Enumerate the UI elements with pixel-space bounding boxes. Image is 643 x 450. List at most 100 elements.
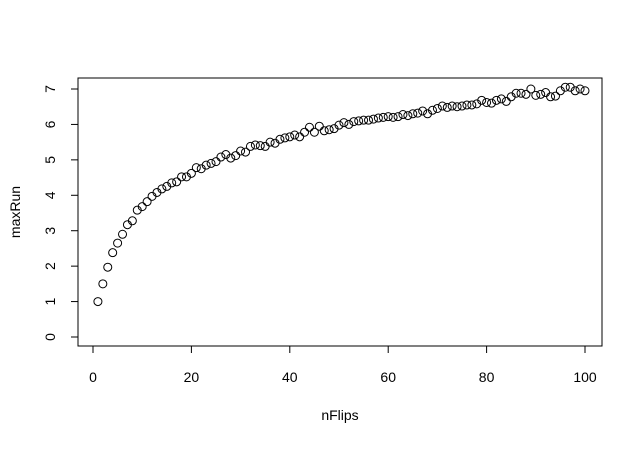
data-point	[413, 108, 423, 118]
x-tick-label: 40	[282, 369, 298, 385]
x-tick-label: 100	[573, 369, 597, 385]
data-point	[93, 297, 103, 307]
data-point	[206, 158, 216, 168]
data-point	[113, 238, 123, 248]
data-point	[285, 132, 295, 142]
data-point	[452, 102, 462, 112]
y-axis-label: maxRun	[7, 186, 23, 238]
data-point	[560, 82, 570, 92]
data-point	[546, 92, 556, 102]
y-tick-label: 4	[42, 191, 58, 199]
data-point	[172, 177, 182, 187]
data-point	[98, 279, 108, 289]
data-point	[186, 168, 196, 178]
data-point	[447, 101, 457, 111]
data-point	[491, 95, 501, 105]
data-point	[103, 262, 113, 272]
data-point	[241, 147, 251, 157]
y-tick-label: 2	[42, 262, 58, 270]
data-point	[482, 97, 492, 107]
data-point	[403, 111, 413, 121]
data-point	[570, 86, 580, 96]
data-point	[487, 98, 497, 108]
data-point	[245, 141, 255, 151]
data-point	[260, 141, 270, 151]
data-point	[118, 229, 128, 239]
data-point	[177, 172, 187, 182]
y-tick-label: 3	[42, 227, 58, 235]
data-point	[457, 101, 467, 111]
data-point	[236, 146, 246, 156]
data-point	[467, 100, 477, 110]
data-point	[280, 133, 290, 143]
y-tick-label: 7	[42, 85, 58, 93]
data-point	[349, 117, 359, 127]
x-tick-label: 80	[479, 369, 495, 385]
data-point	[442, 102, 452, 112]
data-point	[314, 121, 324, 131]
data-point	[496, 94, 506, 104]
data-point	[373, 113, 383, 123]
data-point	[354, 116, 364, 126]
data-point	[462, 100, 472, 110]
data-point	[388, 112, 398, 122]
y-tick-label: 6	[42, 120, 58, 128]
data-point	[368, 114, 378, 124]
data-point	[575, 84, 585, 94]
data-points	[93, 82, 590, 307]
y-tick-label: 0	[42, 333, 58, 341]
data-point	[255, 141, 265, 151]
data-point	[526, 84, 536, 94]
data-point	[304, 122, 314, 132]
data-point	[334, 120, 344, 130]
data-point	[309, 127, 319, 137]
data-point	[275, 134, 285, 144]
data-point	[550, 91, 560, 101]
data-point	[432, 103, 442, 113]
data-point	[344, 119, 354, 129]
data-point	[398, 110, 408, 120]
data-point	[250, 140, 260, 150]
data-point	[167, 178, 177, 188]
data-point	[300, 127, 310, 137]
data-point	[339, 118, 349, 128]
data-point	[393, 112, 403, 122]
x-axis-label: nFlips	[321, 407, 358, 423]
x-tick-label: 0	[89, 369, 97, 385]
data-point	[516, 88, 526, 98]
data-point	[231, 151, 241, 161]
data-point	[211, 157, 221, 167]
x-axis: 0 20 40 60 80 100	[89, 345, 597, 385]
data-point	[477, 95, 487, 105]
data-point	[536, 89, 546, 99]
data-point	[511, 88, 521, 98]
data-point	[216, 152, 226, 162]
x-tick-label: 20	[184, 369, 200, 385]
y-tick-label: 5	[42, 156, 58, 164]
data-point	[359, 115, 369, 125]
data-point	[108, 248, 118, 258]
data-point	[383, 112, 393, 122]
y-axis: 0 1 2 3 4 5 6 7	[42, 85, 79, 341]
data-point	[137, 202, 147, 212]
data-point	[437, 101, 447, 111]
data-point	[364, 115, 374, 125]
data-point	[265, 137, 275, 147]
data-point	[201, 160, 211, 170]
data-point	[157, 184, 167, 194]
data-point	[226, 153, 236, 163]
data-point	[427, 105, 437, 115]
data-point	[319, 126, 329, 136]
data-point	[521, 89, 531, 99]
data-point	[580, 86, 590, 96]
data-point	[142, 197, 152, 207]
y-tick-label: 1	[42, 297, 58, 305]
x-tick-label: 60	[380, 369, 396, 385]
data-point	[418, 106, 428, 116]
data-point	[501, 96, 511, 106]
data-point	[541, 88, 551, 98]
data-point	[127, 216, 137, 226]
data-point	[191, 163, 201, 173]
data-point	[295, 132, 305, 142]
